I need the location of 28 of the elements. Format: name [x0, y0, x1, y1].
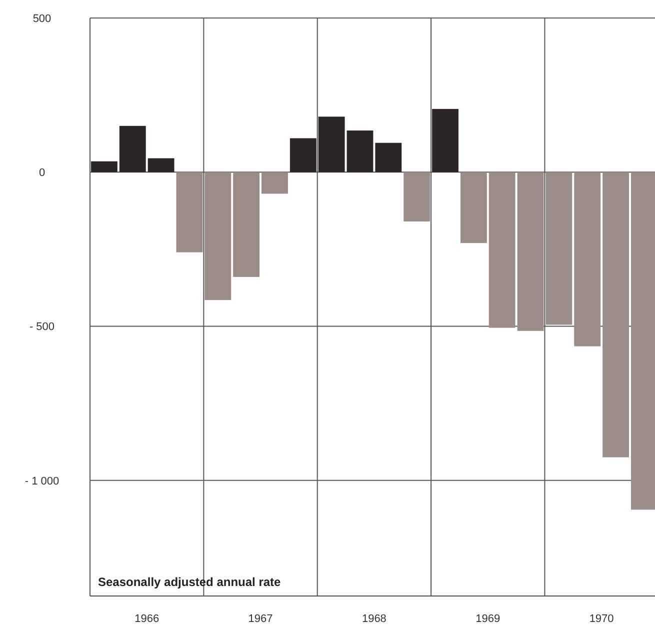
x-tick-label: 1966 — [134, 613, 160, 625]
bar — [233, 172, 260, 277]
bar — [119, 126, 146, 172]
bar — [546, 172, 572, 325]
y-tick-label: 0 — [38, 166, 46, 179]
bar — [574, 172, 601, 346]
y-tick-label: - 500 — [29, 321, 55, 334]
bar — [148, 158, 174, 172]
x-tick-label: 1968 — [362, 613, 386, 625]
bar — [517, 172, 544, 331]
bar — [262, 172, 288, 194]
bar — [204, 172, 232, 300]
bar — [290, 138, 316, 172]
y-tick-label: 500 — [32, 12, 52, 25]
bar — [346, 130, 374, 172]
x-tick-label: 1969 — [476, 613, 500, 625]
bar — [318, 116, 345, 172]
x-tick-label: 1967 — [248, 613, 273, 625]
bar — [375, 142, 402, 172]
y-tick-label: - 1 000 — [24, 475, 60, 488]
bar — [176, 172, 203, 252]
x-tick-label: 1970 — [589, 613, 614, 625]
bar — [91, 161, 118, 172]
bar — [460, 172, 487, 244]
bar — [432, 108, 458, 172]
bar — [602, 172, 629, 458]
bar — [404, 172, 430, 222]
bar — [488, 172, 516, 328]
